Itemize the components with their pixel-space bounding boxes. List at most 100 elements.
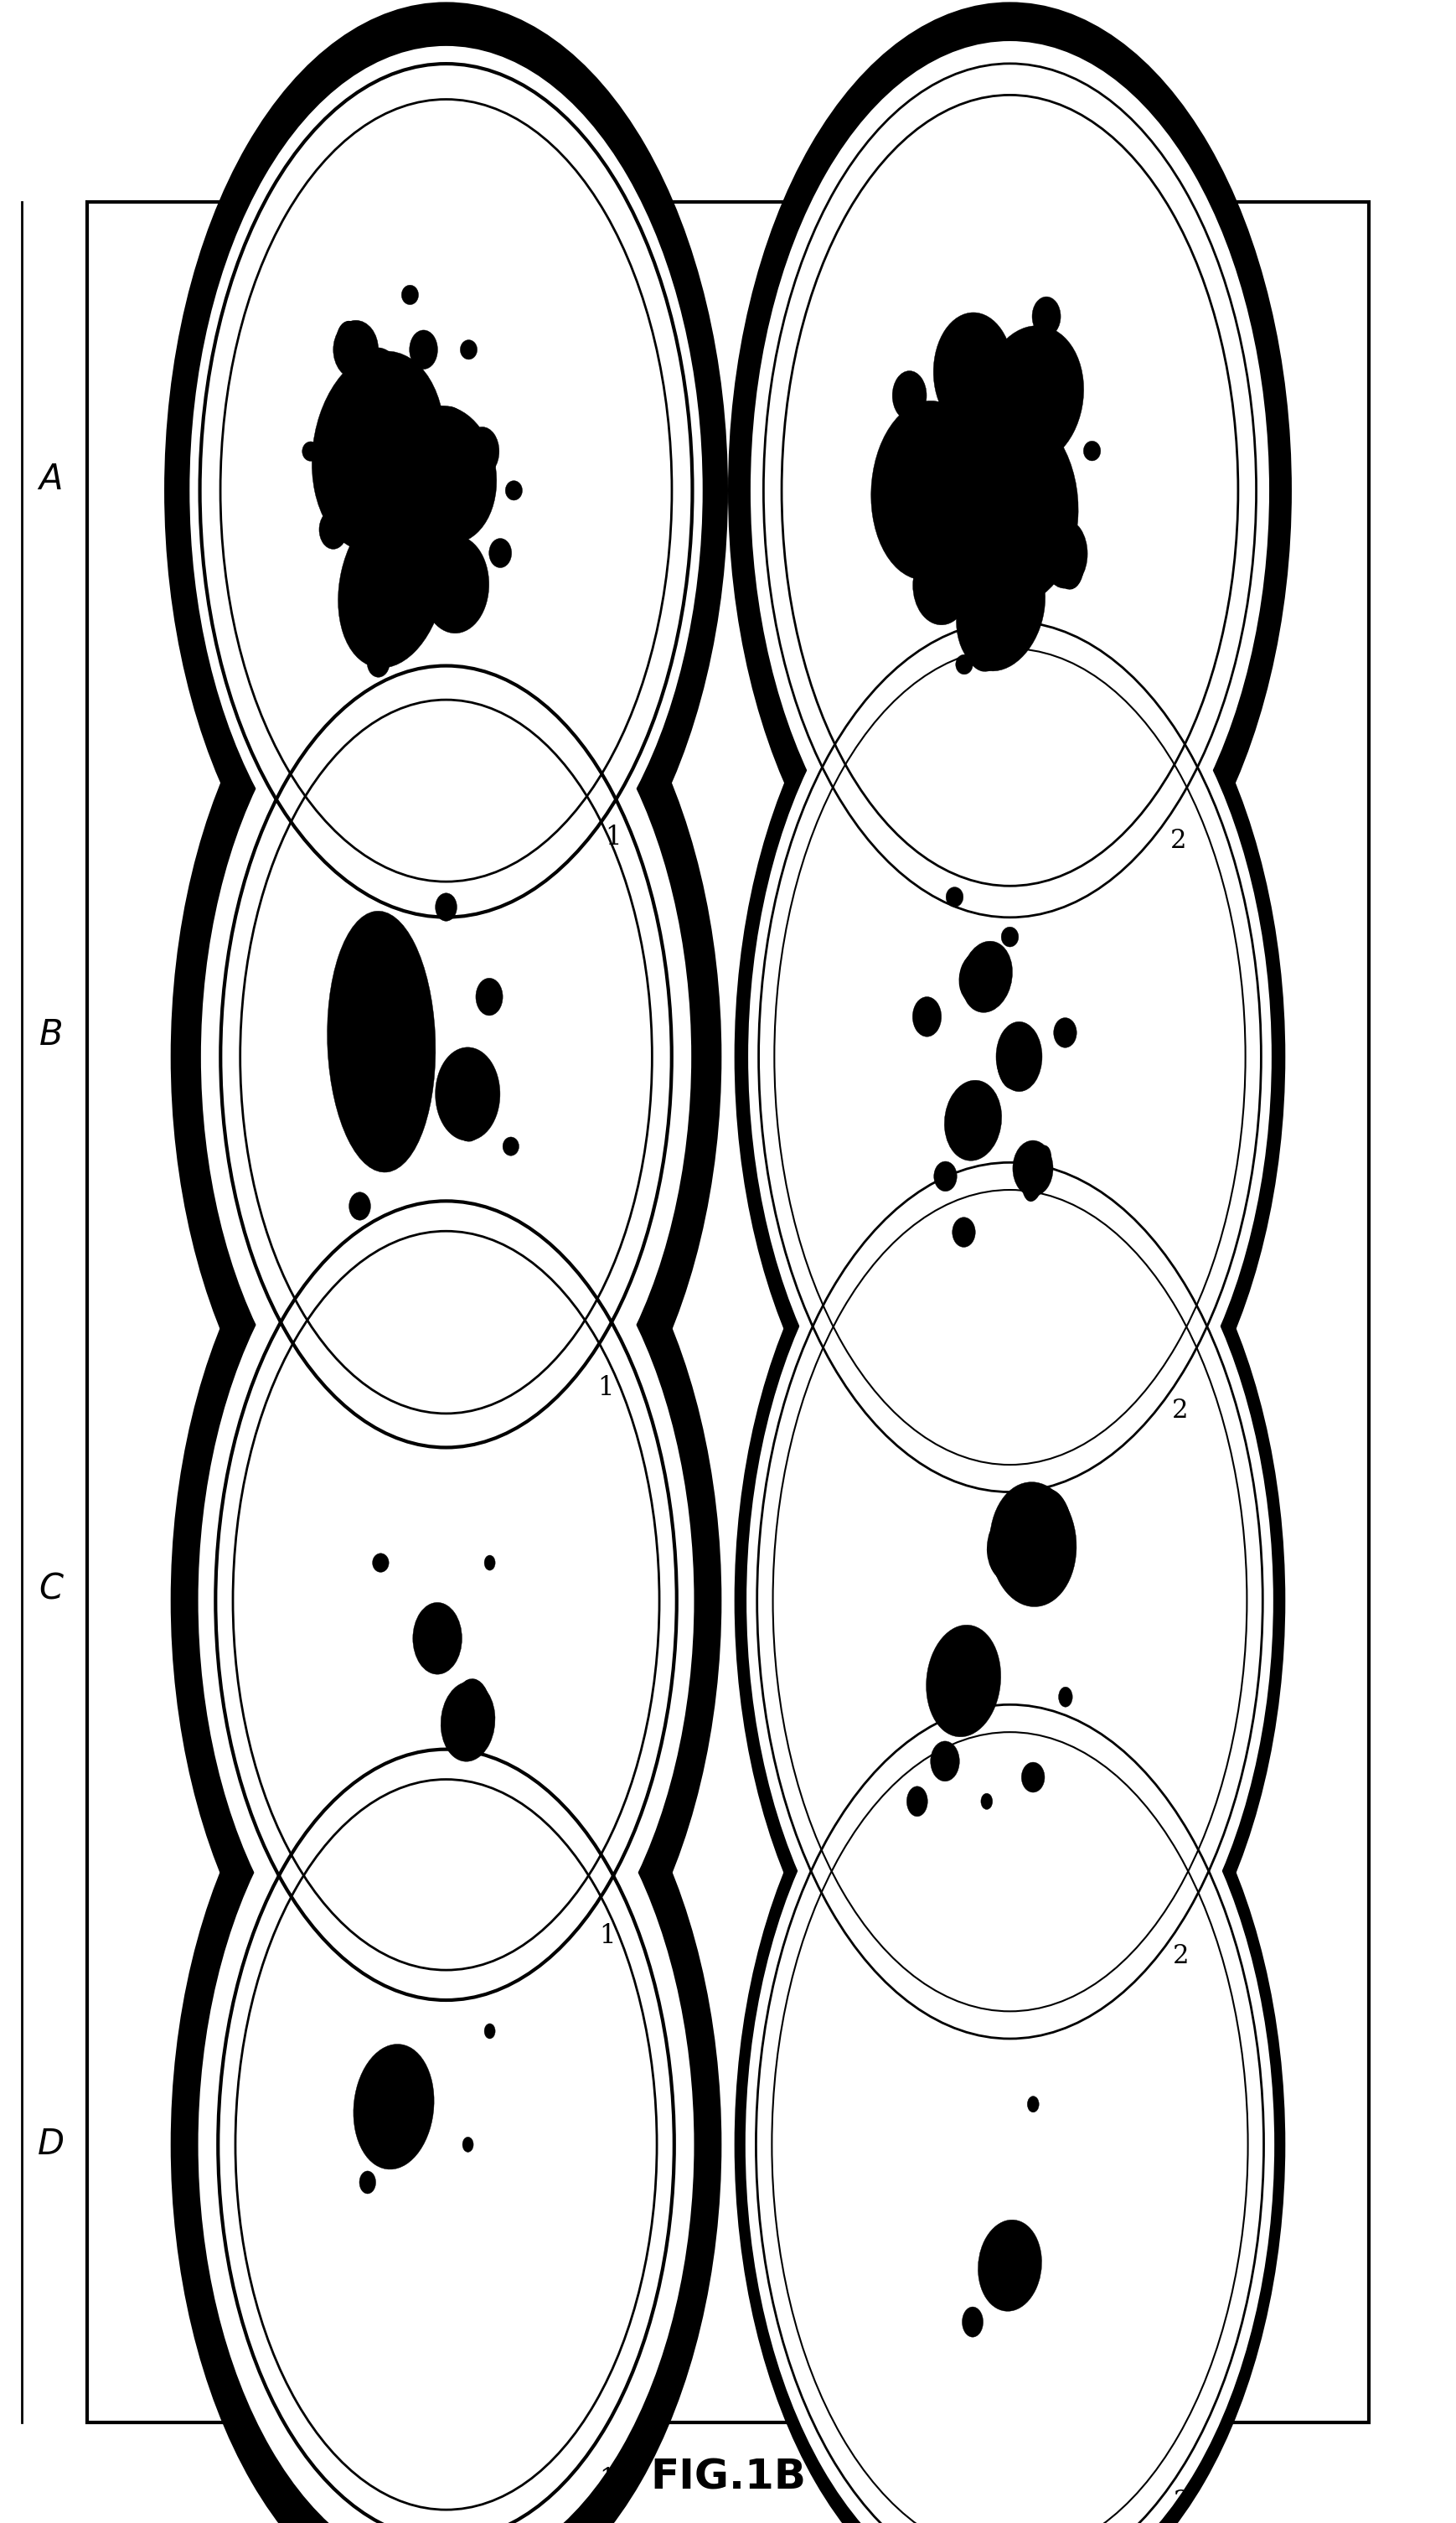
- Ellipse shape: [996, 575, 1025, 621]
- Ellipse shape: [485, 1554, 495, 1569]
- Ellipse shape: [421, 1620, 441, 1653]
- Text: 1: 1: [598, 2467, 616, 2493]
- Ellipse shape: [201, 631, 692, 1481]
- Ellipse shape: [1005, 1052, 1024, 1082]
- Text: 2: 2: [1174, 2490, 1190, 2515]
- Ellipse shape: [926, 1625, 1000, 1736]
- Ellipse shape: [929, 553, 951, 603]
- Ellipse shape: [341, 328, 355, 358]
- Ellipse shape: [328, 911, 435, 1173]
- Ellipse shape: [923, 558, 943, 595]
- Ellipse shape: [1013, 1140, 1053, 1196]
- Ellipse shape: [189, 45, 703, 936]
- Ellipse shape: [933, 1161, 957, 1191]
- Ellipse shape: [976, 946, 997, 984]
- Ellipse shape: [960, 353, 1002, 424]
- Ellipse shape: [454, 1678, 491, 1736]
- Ellipse shape: [463, 2137, 473, 2152]
- Ellipse shape: [981, 325, 1083, 464]
- Text: 2: 2: [1171, 828, 1187, 853]
- Ellipse shape: [994, 482, 1047, 585]
- Ellipse shape: [441, 1683, 495, 1761]
- Ellipse shape: [440, 459, 472, 525]
- Ellipse shape: [952, 1216, 976, 1246]
- Ellipse shape: [451, 1080, 488, 1138]
- Ellipse shape: [427, 1630, 440, 1655]
- Ellipse shape: [349, 1193, 371, 1221]
- Text: 2: 2: [1174, 1943, 1190, 1970]
- Ellipse shape: [916, 547, 949, 613]
- Ellipse shape: [333, 320, 379, 378]
- Ellipse shape: [933, 313, 1013, 431]
- Ellipse shape: [453, 1082, 491, 1140]
- Ellipse shape: [396, 406, 496, 545]
- Ellipse shape: [942, 406, 1079, 606]
- Ellipse shape: [336, 320, 361, 361]
- Ellipse shape: [1029, 1145, 1051, 1186]
- Ellipse shape: [989, 2248, 1016, 2296]
- Ellipse shape: [1013, 331, 1066, 421]
- Ellipse shape: [734, 580, 1286, 1534]
- Ellipse shape: [890, 434, 949, 520]
- Ellipse shape: [421, 535, 489, 633]
- Ellipse shape: [996, 1022, 1042, 1092]
- Ellipse shape: [981, 1794, 993, 1809]
- Ellipse shape: [1042, 520, 1088, 588]
- Text: 1: 1: [598, 1923, 616, 1948]
- Ellipse shape: [1000, 1042, 1024, 1075]
- Ellipse shape: [1054, 542, 1083, 590]
- Ellipse shape: [360, 2170, 376, 2192]
- Ellipse shape: [939, 1655, 960, 1688]
- Ellipse shape: [347, 525, 419, 653]
- Ellipse shape: [354, 2044, 434, 2170]
- Bar: [87, 202, 1369, 2422]
- Ellipse shape: [1022, 1163, 1035, 1191]
- Text: A: A: [39, 462, 63, 497]
- Ellipse shape: [750, 40, 1270, 941]
- Ellipse shape: [929, 469, 958, 532]
- Ellipse shape: [957, 547, 1045, 671]
- Ellipse shape: [170, 1123, 722, 2079]
- Ellipse shape: [409, 331, 438, 368]
- Ellipse shape: [1022, 1156, 1044, 1201]
- Ellipse shape: [734, 1123, 1286, 2079]
- Ellipse shape: [734, 1668, 1286, 2523]
- Ellipse shape: [913, 997, 942, 1037]
- Ellipse shape: [466, 426, 499, 477]
- Ellipse shape: [364, 424, 414, 512]
- Ellipse shape: [374, 573, 421, 643]
- Ellipse shape: [978, 2220, 1041, 2311]
- Ellipse shape: [961, 1110, 984, 1150]
- Ellipse shape: [489, 537, 511, 568]
- Ellipse shape: [987, 1506, 1045, 1584]
- Ellipse shape: [1028, 2097, 1040, 2112]
- Ellipse shape: [379, 2049, 421, 2124]
- Ellipse shape: [955, 653, 973, 674]
- Ellipse shape: [1002, 926, 1019, 946]
- Ellipse shape: [428, 545, 469, 626]
- Ellipse shape: [367, 648, 390, 676]
- Ellipse shape: [1002, 1516, 1057, 1587]
- Ellipse shape: [961, 941, 1012, 1012]
- Ellipse shape: [952, 1648, 978, 1701]
- Ellipse shape: [170, 580, 722, 1534]
- Ellipse shape: [428, 540, 462, 603]
- Text: FIG.1B: FIG.1B: [649, 2457, 807, 2498]
- Ellipse shape: [1056, 532, 1085, 585]
- Ellipse shape: [312, 351, 446, 553]
- Ellipse shape: [1054, 1017, 1076, 1047]
- Ellipse shape: [945, 1080, 1002, 1161]
- Ellipse shape: [338, 500, 446, 669]
- Ellipse shape: [967, 1098, 993, 1143]
- Ellipse shape: [319, 510, 348, 550]
- Ellipse shape: [994, 2261, 1015, 2296]
- Ellipse shape: [198, 1716, 695, 2523]
- Text: B: B: [39, 1017, 63, 1052]
- Ellipse shape: [437, 1637, 454, 1665]
- Ellipse shape: [871, 401, 984, 580]
- Ellipse shape: [435, 893, 457, 921]
- Ellipse shape: [451, 1080, 486, 1143]
- Ellipse shape: [913, 545, 970, 626]
- Ellipse shape: [968, 348, 1009, 419]
- Ellipse shape: [1009, 358, 1061, 424]
